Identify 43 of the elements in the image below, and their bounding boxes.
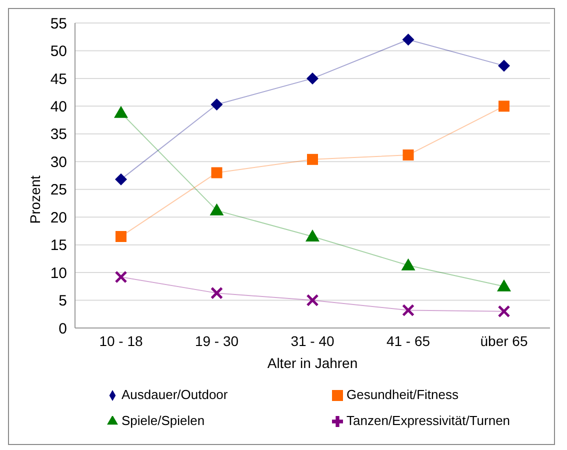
y-tick-label: 55 (50, 15, 67, 32)
point (498, 100, 510, 112)
point (306, 294, 319, 307)
point (116, 231, 126, 242)
y-tick-label: 10 (50, 264, 67, 282)
point (401, 258, 416, 270)
legend-label: Ausdauer/Outdoor (122, 386, 229, 404)
y-tick-label: 45 (50, 70, 67, 88)
y-tick-label: 40 (50, 98, 67, 116)
point (498, 60, 510, 72)
x-tick-label: 10 - 18 (99, 332, 144, 349)
x-tick-label: 31 - 40 (290, 332, 335, 349)
point (498, 305, 510, 318)
x-tick-label: 19 - 30 (194, 332, 239, 349)
point (402, 149, 414, 160)
point (210, 286, 223, 300)
legend-label: Gesundheit/Fitness (346, 386, 460, 404)
y-tick-label: 20 (50, 209, 67, 226)
point (306, 230, 320, 242)
y-tick-label: 15 (50, 237, 67, 254)
point (497, 279, 511, 292)
y-tick-label: 35 (50, 126, 67, 144)
y-tick-label: 5 (58, 292, 67, 310)
y-tick-label: 50 (50, 43, 67, 60)
legend-label: Tanzen/Expressivität/Turnen (346, 412, 512, 430)
point (211, 167, 222, 178)
x-axis-title: Alter in Jahren (267, 355, 358, 371)
y-tick-label: 25 (50, 182, 67, 199)
point (402, 34, 414, 46)
point (115, 173, 127, 186)
point (210, 98, 223, 111)
point (402, 304, 414, 317)
legend-label: Spiele/Spielen (122, 412, 206, 430)
y-tick-label: 0 (58, 320, 67, 338)
y-axis-title: Prozent (26, 175, 43, 224)
x-tick-label: über 65 (480, 332, 528, 349)
point (114, 106, 128, 118)
point (114, 270, 128, 284)
point (307, 154, 318, 165)
x-tick-label: 41 - 65 (386, 332, 430, 349)
point (210, 203, 224, 216)
point (306, 72, 318, 84)
y-tick-label: 30 (50, 154, 67, 171)
